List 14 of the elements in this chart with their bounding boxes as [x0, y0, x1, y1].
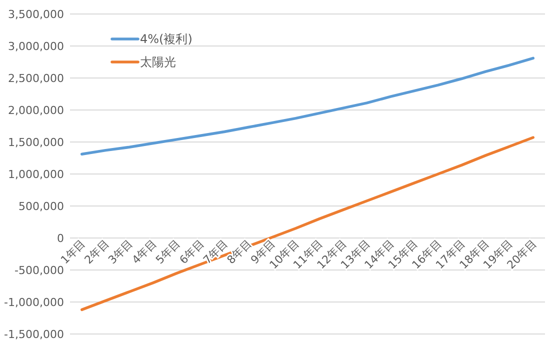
- y-tick-label: 3,500,000: [8, 8, 64, 21]
- y-tick-label: 3,000,000: [8, 40, 64, 53]
- y-tick-label: 2,500,000: [8, 72, 64, 85]
- y-tick-label: -1,500,000: [4, 328, 64, 341]
- legend-label: 4%(複利): [140, 32, 192, 46]
- y-tick-label: 0: [57, 232, 64, 245]
- y-tick-label: -1,000,000: [4, 296, 64, 309]
- y-tick-label: 1,000,000: [8, 168, 64, 181]
- y-tick-label: 500,000: [18, 200, 64, 213]
- legend-label: 太陽光: [140, 55, 176, 69]
- line-series: [80, 56, 534, 156]
- y-tick-label: -500,000: [14, 264, 64, 277]
- y-tick-label: 2,000,000: [8, 104, 64, 117]
- y-tick-label: 1,500,000: [8, 136, 64, 149]
